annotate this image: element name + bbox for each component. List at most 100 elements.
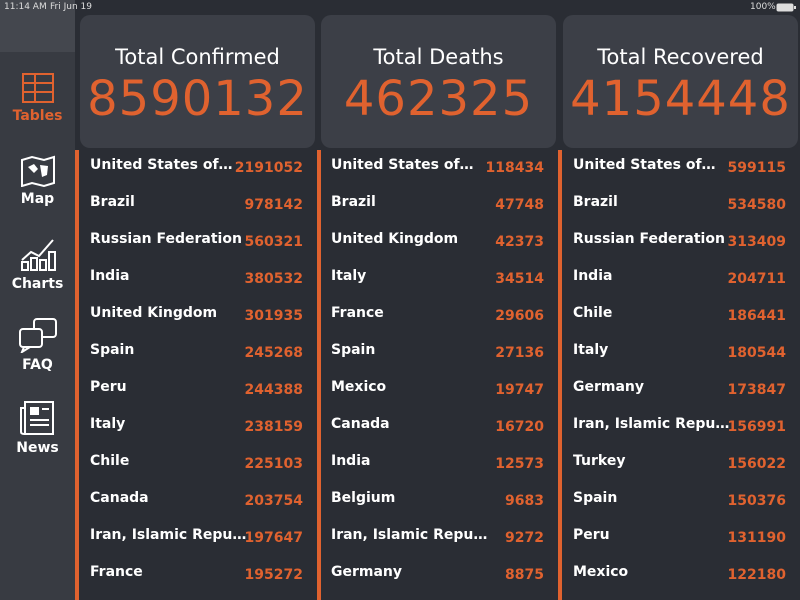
battery-icon <box>776 3 796 12</box>
country-count: 560321 <box>244 234 303 250</box>
country-name: Canada <box>90 490 149 506</box>
country-count: 8875 <box>505 567 544 583</box>
status-battery: 100% <box>750 2 776 12</box>
card-title: Total Confirmed <box>115 45 280 69</box>
country-count: 12573 <box>495 456 544 472</box>
card-title: Total Recovered <box>597 45 764 69</box>
country-count: 118434 <box>485 160 544 176</box>
country-name: United Kingdom <box>331 231 459 247</box>
sidebar-header <box>0 0 75 52</box>
country-name: United States of… <box>573 157 716 173</box>
country-count: 380532 <box>244 271 303 287</box>
country-count: 156991 <box>727 419 786 435</box>
country-count: 131190 <box>727 530 786 546</box>
tab-map[interactable]: Map <box>0 155 75 207</box>
country-count: 34514 <box>495 271 544 287</box>
summary-card: Total Recovered 4154448 <box>563 15 798 148</box>
country-name: Iran, Islamic Repu… <box>90 527 247 543</box>
country-count: 186441 <box>727 308 786 324</box>
country-name: United States of… <box>331 157 474 173</box>
country-name: Brazil <box>90 194 135 210</box>
country-name: Iran, Islamic Repu… <box>331 527 488 543</box>
icon <box>20 155 55 187</box>
country-name: Belgium <box>331 490 396 506</box>
country-name: United Kingdom <box>90 305 218 321</box>
country-count: 180544 <box>727 345 786 361</box>
country-count: 150376 <box>727 493 786 509</box>
country-name: France <box>90 564 143 580</box>
list-accent <box>558 150 562 600</box>
country-name: Germany <box>573 379 645 395</box>
country-count: 19747 <box>495 382 544 398</box>
country-count: 599115 <box>727 160 786 176</box>
list-accent <box>75 150 79 600</box>
country-count: 204711 <box>727 271 786 287</box>
country-name: Canada <box>331 416 390 432</box>
tab-faq[interactable]: FAQ <box>0 317 75 373</box>
country-name: Peru <box>90 379 127 395</box>
country-count: 156022 <box>727 456 786 472</box>
country-name: Italy <box>573 342 609 358</box>
status-time: 11:14 AM <box>4 2 47 12</box>
country-name: Iran, Islamic Repu… <box>573 416 730 432</box>
tab-label: FAQ <box>22 357 53 373</box>
country-name: Chile <box>90 453 130 469</box>
country-count: 2191052 <box>234 160 303 176</box>
country-name: Spain <box>573 490 618 506</box>
country-name: India <box>573 268 613 284</box>
country-count: 29606 <box>495 308 544 324</box>
country-name: Chile <box>573 305 613 321</box>
country-name: France <box>331 305 384 321</box>
tab-label: News <box>16 440 59 456</box>
country-count: 244388 <box>244 382 303 398</box>
icon <box>20 239 56 271</box>
country-name: Italy <box>331 268 367 284</box>
country-count: 47748 <box>495 197 544 213</box>
card-total: 462325 <box>343 71 534 127</box>
country-name: Germany <box>331 564 403 580</box>
country-count: 9272 <box>505 530 544 546</box>
country-count: 122180 <box>727 567 786 583</box>
country-count: 27136 <box>495 345 544 361</box>
list-accent <box>317 150 321 600</box>
summary-card: Total Confirmed 8590132 <box>80 15 315 148</box>
tab-label: Tables <box>12 108 63 124</box>
country-count: 238159 <box>244 419 303 435</box>
status-bar: 11:14 AM Fri Jun 19 100% <box>0 0 800 14</box>
tab-charts[interactable]: Charts <box>0 236 75 292</box>
tab-label: Map <box>20 191 55 207</box>
tab-news[interactable]: News <box>0 400 75 456</box>
country-count: 313409 <box>727 234 786 250</box>
country-count: 225103 <box>244 456 303 472</box>
icon <box>21 73 54 103</box>
country-name: Mexico <box>573 564 629 580</box>
country-name: United States of… <box>90 157 233 173</box>
country-name: India <box>90 268 130 284</box>
card-total: 8590132 <box>87 71 308 127</box>
country-name: Spain <box>90 342 135 358</box>
tab-tables[interactable]: Tables <box>0 72 75 124</box>
country-name: Turkey <box>573 453 626 469</box>
tab-label: Charts <box>11 276 64 292</box>
country-count: 534580 <box>727 197 786 213</box>
country-count: 16720 <box>495 419 544 435</box>
country-name: Spain <box>331 342 376 358</box>
sidebar: Tables Map Charts FAQ News <box>0 0 75 600</box>
card-title: Total Deaths <box>373 45 504 69</box>
country-name: Brazil <box>573 194 618 210</box>
country-name: Russian Federation <box>573 231 725 247</box>
country-count: 301935 <box>244 308 303 324</box>
country-count: 197647 <box>244 530 303 546</box>
status-date: Fri Jun 19 <box>50 2 92 12</box>
icon <box>19 401 54 435</box>
icon <box>18 318 57 353</box>
country-count: 195272 <box>244 567 303 583</box>
country-name: Russian Federation <box>90 231 242 247</box>
country-name: Mexico <box>331 379 387 395</box>
country-name: India <box>331 453 371 469</box>
country-name: Brazil <box>331 194 376 210</box>
card-total: 4154448 <box>570 71 791 127</box>
country-count: 245268 <box>244 345 303 361</box>
country-count: 42373 <box>495 234 544 250</box>
